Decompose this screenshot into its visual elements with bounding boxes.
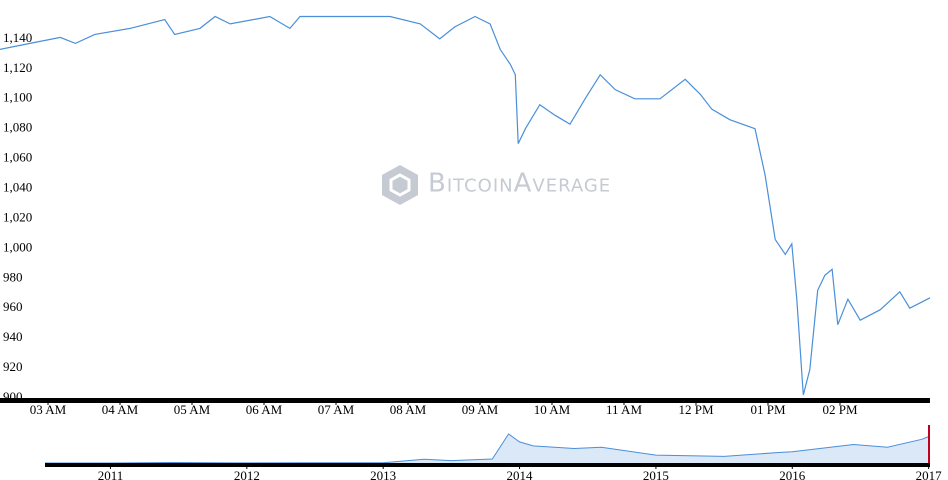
y-tick-label: 1,140 bbox=[3, 30, 32, 45]
navigator-line bbox=[45, 433, 931, 464]
y-tick-label: 1,040 bbox=[3, 180, 32, 195]
navigator-handle bbox=[928, 425, 930, 463]
watermark-logo bbox=[382, 165, 418, 205]
price-line bbox=[0, 15, 931, 396]
x-tick-label: 2012 bbox=[234, 468, 260, 480]
watermark: BitcoinAverage bbox=[428, 169, 611, 199]
y-tick-label: 1,000 bbox=[3, 239, 32, 254]
x-tick-label: 08 AM bbox=[390, 402, 427, 417]
y-tick-label: 1,020 bbox=[3, 209, 32, 224]
navigator-axis bbox=[45, 463, 930, 467]
x-tick-label: 03 AM bbox=[30, 402, 67, 417]
x-tick-label: 06 AM bbox=[246, 402, 283, 417]
navigator-area bbox=[45, 434, 930, 463]
y-tick-label: 1,100 bbox=[3, 90, 32, 105]
x-tick-label: 05 AM bbox=[174, 402, 211, 417]
x-tick-label: 2016 bbox=[779, 468, 806, 480]
x-tick-label: 2017 bbox=[916, 468, 943, 480]
y-tick-label: 1,080 bbox=[3, 120, 32, 135]
x-tick-label: 11 AM bbox=[606, 402, 642, 417]
y-tick-label: 940 bbox=[3, 329, 23, 344]
x-tick-label: 2014 bbox=[507, 468, 534, 480]
x-tick-label: 01 PM bbox=[750, 402, 785, 417]
x-tick-label: 2013 bbox=[370, 468, 396, 480]
x-tick-label: 04 AM bbox=[102, 402, 139, 417]
y-tick-label: 1,120 bbox=[3, 60, 32, 75]
x-tick-label: 2015 bbox=[643, 468, 669, 480]
x-tick-label: 12 PM bbox=[678, 402, 713, 417]
x-axis bbox=[0, 398, 930, 403]
x-tick-label: 02 PM bbox=[822, 402, 857, 417]
y-tick-label: 960 bbox=[3, 299, 23, 314]
y-tick-label: 1,060 bbox=[3, 150, 32, 165]
x-tick-label: 07 AM bbox=[318, 402, 355, 417]
y-tick-label: 980 bbox=[3, 269, 23, 284]
x-tick-label: 09 AM bbox=[462, 402, 499, 417]
y-tick-label: 920 bbox=[3, 359, 23, 374]
x-tick-label: 10 AM bbox=[534, 402, 571, 417]
x-tick-label: 2011 bbox=[98, 468, 124, 480]
